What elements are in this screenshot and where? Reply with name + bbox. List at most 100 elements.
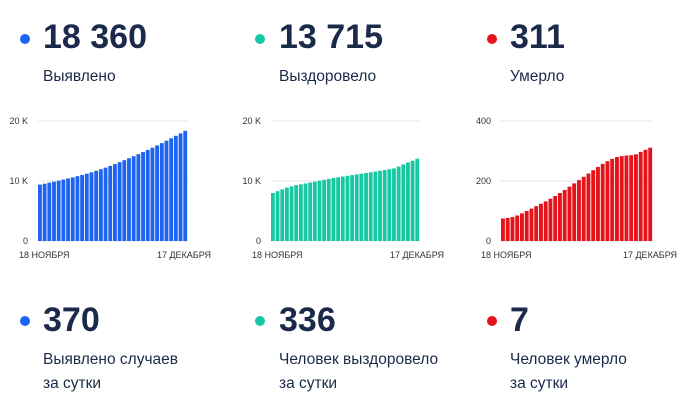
bar (543, 201, 548, 241)
bar (98, 169, 103, 241)
bar (505, 217, 510, 241)
bar (178, 133, 183, 241)
bar (359, 173, 364, 241)
bar (127, 158, 131, 241)
bar (529, 208, 534, 241)
bar (596, 166, 600, 241)
bar (103, 167, 108, 241)
detected-dot-icon (20, 34, 30, 44)
y-tick-label: 400 (476, 116, 491, 126)
detected-daily-label-line1: Выявлено случаев (43, 351, 178, 368)
bar (38, 184, 42, 241)
bar (634, 154, 638, 241)
bar (280, 189, 285, 241)
bar (501, 218, 505, 241)
died-daily-label-line2: за сутки (510, 375, 569, 392)
detected-panel: 18 360 Выявлено 0 10 K 20 K 18 НОЯБРЯ 17 ДЕК… (0, 0, 233, 420)
bar (567, 186, 572, 241)
recovered-total: 13 715 (279, 18, 383, 56)
y-tick-label: 0 (256, 236, 261, 246)
bar (80, 175, 85, 241)
bar (539, 203, 543, 241)
bar (136, 154, 141, 241)
bar (289, 186, 294, 241)
bar (581, 176, 586, 241)
bar (89, 172, 94, 241)
recovered-daily-value: 336 (279, 301, 336, 339)
bar (373, 171, 378, 241)
bar (629, 155, 634, 241)
bar (410, 160, 415, 241)
bar (610, 158, 615, 241)
bar (619, 156, 624, 241)
bar (271, 193, 275, 241)
x-start-label: 18 НОЯБРЯ (19, 250, 70, 260)
recovered-dot-icon (255, 34, 265, 44)
bar (524, 211, 529, 241)
bar (331, 178, 336, 241)
x-start-label: 18 НОЯБРЯ (252, 250, 303, 260)
bar (155, 145, 160, 241)
bar (312, 181, 317, 241)
bar (108, 165, 113, 241)
recovered-total-label: Выздоровело (279, 68, 377, 85)
bar (415, 158, 420, 241)
bar (558, 193, 562, 241)
bar (52, 181, 56, 241)
detected-daily-label-line2: за сутки (43, 375, 102, 392)
x-start-label: 18 НОЯБРЯ (481, 250, 532, 260)
detected-total: 18 360 (43, 18, 147, 56)
bar (150, 147, 155, 241)
bar (406, 162, 410, 241)
y-tick-label: 10 K (242, 176, 261, 186)
y-tick-label: 10 K (9, 176, 28, 186)
bar (70, 177, 75, 241)
bar (303, 183, 308, 241)
bar (145, 149, 150, 241)
died-dot-icon (487, 34, 497, 44)
y-tick-label: 0 (23, 236, 28, 246)
bar (322, 179, 327, 241)
bar (392, 168, 396, 241)
bar (326, 178, 331, 241)
bar (275, 191, 280, 241)
bar (572, 183, 577, 241)
recovered-chart: 0 10 K 20 K 18 НОЯБРЯ 17 ДЕКАБРЯ (242, 116, 444, 260)
bar (284, 187, 289, 241)
recovered-panel: 13 715 Выздоровело 0 10 K 20 K 18 НОЯБРЯ 17 … (233, 0, 466, 420)
bar (553, 196, 558, 241)
bar (562, 190, 567, 241)
detected-daily-value: 370 (43, 301, 100, 339)
bar (131, 156, 136, 241)
bar (643, 149, 648, 241)
bar (605, 161, 610, 241)
bar (586, 173, 591, 241)
bar (308, 182, 313, 241)
died-daily-value: 7 (510, 301, 529, 339)
bar (577, 180, 581, 241)
died-total: 311 (510, 18, 565, 56)
bar (61, 179, 66, 241)
y-tick-label: 20 K (9, 116, 28, 126)
bar (294, 185, 299, 241)
bar (122, 160, 127, 241)
died-chart: 0 200 400 18 НОЯБРЯ 17 ДЕКАБРЯ (476, 116, 677, 260)
bar (364, 172, 368, 241)
bar (515, 215, 520, 241)
bar (548, 198, 553, 241)
bar (164, 140, 169, 241)
recovered-daily-label-line1: Человек выздоровело (279, 351, 439, 368)
y-tick-label: 200 (476, 176, 491, 186)
died-daily-label-line1: Человек умерло (510, 351, 627, 368)
died-panel: 311 Умерло 0 200 400 18 НОЯБРЯ 17 ДЕКАБРЯ 7 … (466, 0, 699, 420)
bar (648, 147, 653, 241)
bar (350, 175, 354, 241)
bar (638, 151, 643, 241)
bar (47, 182, 52, 241)
x-end-label: 17 ДЕКАБРЯ (157, 250, 211, 260)
bar (396, 166, 401, 241)
bar (84, 173, 89, 241)
bar (624, 155, 629, 241)
bar (113, 164, 117, 241)
detected-chart: 0 10 K 20 K 18 НОЯБРЯ 17 ДЕКАБРЯ (9, 116, 211, 260)
